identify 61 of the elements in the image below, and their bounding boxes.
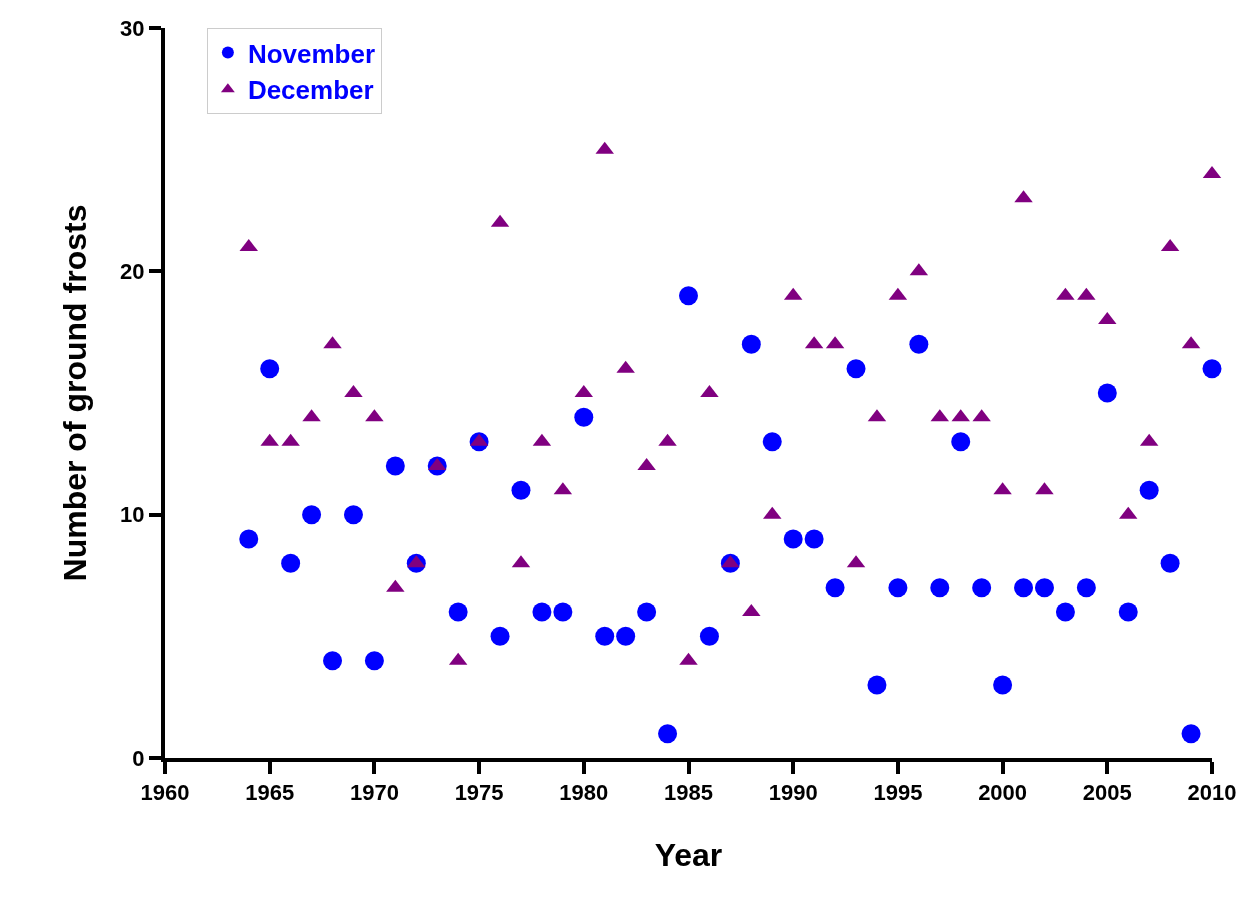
point	[658, 724, 678, 744]
point	[741, 334, 761, 354]
point	[637, 602, 657, 622]
point	[825, 578, 845, 598]
point	[364, 651, 384, 671]
point	[448, 602, 468, 622]
y-tick-label: 0	[132, 745, 145, 771]
y-tick-label: 20	[120, 259, 145, 285]
point	[909, 334, 929, 354]
point	[616, 626, 636, 646]
point	[783, 529, 803, 549]
point	[1202, 359, 1222, 379]
y-tick-label: 30	[120, 15, 145, 41]
point	[553, 602, 573, 622]
point	[867, 675, 887, 695]
point	[532, 602, 552, 622]
x-tick-label: 1995	[873, 780, 923, 806]
x-tick-label: 2005	[1082, 780, 1132, 806]
point	[595, 626, 615, 646]
point	[762, 432, 782, 452]
point	[323, 651, 343, 671]
point	[1034, 578, 1054, 598]
point	[385, 456, 405, 476]
point	[260, 359, 280, 379]
legend-label: November	[247, 38, 376, 69]
point	[281, 553, 301, 573]
point	[1118, 602, 1138, 622]
x-tick-label: 1980	[559, 780, 609, 806]
x-axis-title: Year	[654, 836, 723, 873]
point	[972, 578, 992, 598]
point	[1097, 383, 1117, 403]
x-tick-label: 1990	[768, 780, 818, 806]
x-tick-label: 1975	[454, 780, 504, 806]
point	[951, 432, 971, 452]
point	[804, 529, 824, 549]
x-tick-label: 1985	[664, 780, 713, 806]
point	[574, 407, 594, 427]
point	[1055, 602, 1075, 622]
x-tick-label: 1965	[245, 780, 295, 806]
point	[1014, 578, 1034, 598]
point	[511, 480, 531, 500]
point	[1181, 724, 1201, 744]
x-tick-label: 1960	[140, 780, 190, 806]
y-axis-title: Number of ground frosts	[56, 204, 93, 582]
point	[1160, 553, 1180, 573]
point	[343, 505, 363, 525]
point	[239, 529, 259, 549]
x-tick-label: 2000	[978, 780, 1028, 806]
point	[993, 675, 1013, 695]
point	[846, 359, 866, 379]
x-tick-label: 1970	[349, 780, 399, 806]
x-tick-label: 2010	[1187, 780, 1237, 806]
point	[1139, 480, 1159, 500]
y-tick-label: 10	[120, 502, 145, 528]
point	[1076, 578, 1096, 598]
legend-label: December	[247, 75, 374, 106]
point	[888, 578, 908, 598]
point	[490, 626, 510, 646]
point	[699, 626, 719, 646]
point	[302, 505, 322, 525]
point	[930, 578, 950, 598]
